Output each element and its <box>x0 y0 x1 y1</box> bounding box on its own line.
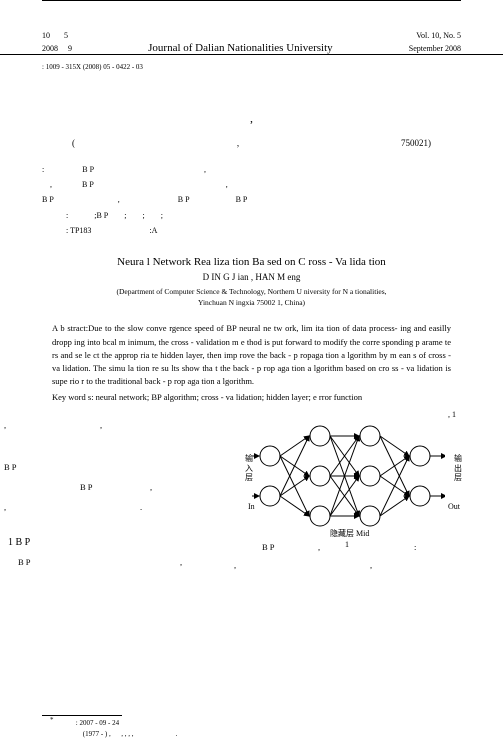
date-right: September 2008 <box>409 44 461 53</box>
ch-l1b: B P <box>82 165 94 174</box>
sp-comma-1: , <box>4 420 6 430</box>
neural-network-diagram <box>250 410 445 545</box>
ch-l5a: : TP183 <box>66 226 91 235</box>
ch-l4a: : <box>66 211 68 220</box>
comma-title: , <box>42 111 461 126</box>
footnote-rule <box>42 715 122 716</box>
sp-comma-5: , <box>180 557 182 567</box>
bp-text-1: B P <box>4 462 17 472</box>
issn-line: : 1009 - 315X (2008) 05 - 0422 - 03 <box>0 55 503 71</box>
dept-line-2: Yinchuan N ingxia 75002 1, China) <box>42 297 461 308</box>
hidden-layer-label: 隐藏层 Mid <box>330 528 369 539</box>
sp-comma-3: , <box>150 482 152 492</box>
inst-left: ( <box>72 138 75 148</box>
ch-l1c: , <box>204 165 206 174</box>
chinese-abstract: : B P , , B P , B P <box>0 148 503 238</box>
footnote-star: * <box>50 716 54 724</box>
keywords-text: Key word s: neural network; BP algorithm… <box>0 388 503 402</box>
ch-l3b: , <box>118 195 120 204</box>
ch-l2a: , <box>50 180 52 189</box>
abstract-text: A b stract:Due to the slow conve rgence … <box>0 308 503 388</box>
ch-l3d: B P <box>236 195 248 204</box>
sp-comma-8: , <box>370 560 372 570</box>
ch-l4b: ;B P <box>94 211 108 220</box>
footnote-date: : 2007 - 09 - 24 <box>76 719 119 727</box>
ch-l5b: :A <box>149 226 157 235</box>
ch-l4c: ; <box>124 211 126 220</box>
bp-text-3: B P <box>18 557 31 567</box>
input-layer-label: 输入层 <box>245 454 253 483</box>
ch-l3c: B P <box>178 195 190 204</box>
bp-text-2: B P <box>80 482 93 492</box>
sp-comma-2: , <box>100 420 102 430</box>
vol-left-b: 5 <box>64 31 68 40</box>
fig-ref-1: , 1 <box>448 410 456 419</box>
footnote-commas: , , , , <box>121 730 133 738</box>
output-layer-label: 输出层 <box>454 454 462 483</box>
footnote-author: (1977 - ) , <box>83 730 111 738</box>
inst-right: 750021) <box>401 138 431 148</box>
vol-right: Vol. 10, No. 5 <box>416 31 461 40</box>
in-en-label: In <box>248 502 255 511</box>
inst-mid: , <box>237 138 239 148</box>
english-title: Neura l Network Rea liza tion Ba sed on … <box>0 238 503 268</box>
sp-comma-7: , <box>234 560 236 570</box>
year-a: 2008 <box>42 44 58 53</box>
vol-left-a: 10 <box>42 31 50 40</box>
dept-line-1: (Department of Computer Science & Techno… <box>42 286 461 297</box>
english-authors: D IN G J ian , HAN M eng <box>0 268 503 282</box>
ch-l2c: , <box>226 180 228 189</box>
ch-l4d: ; <box>142 211 144 220</box>
journal-title: Journal of Dalian Nationalities Universi… <box>72 42 409 54</box>
sp-period-1: . <box>140 502 142 512</box>
ch-l1a: : <box>42 165 44 174</box>
ch-l2b: B P <box>82 180 94 189</box>
ch-l4e: ; <box>161 211 163 220</box>
fig-number: 1 <box>345 540 349 549</box>
out-en-label: Out <box>448 502 460 511</box>
footnote-block: : 2007 - 09 - 24 (1977 - ) , , , , , . <box>60 718 460 740</box>
sp-comma-4: , <box>4 502 6 512</box>
section-1-heading: 1 B P <box>8 537 30 548</box>
ch-l3a: B P <box>42 195 54 204</box>
